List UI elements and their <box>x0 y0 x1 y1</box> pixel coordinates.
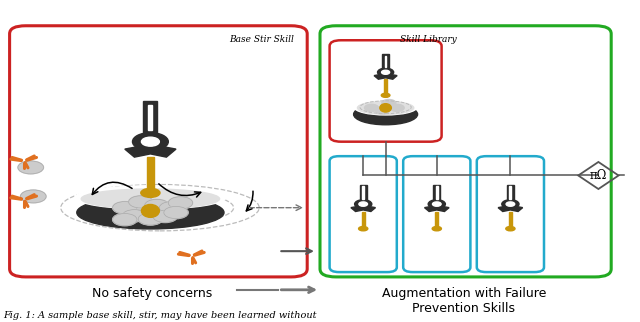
Circle shape <box>159 202 184 214</box>
Circle shape <box>129 196 153 208</box>
Circle shape <box>433 202 441 206</box>
Text: Fig. 1: A sample base skill, stir, may have been learned without: Fig. 1: A sample base skill, stir, may h… <box>3 311 317 320</box>
Ellipse shape <box>506 226 515 231</box>
Text: Base Stir Skill: Base Stir Skill <box>230 35 294 44</box>
Ellipse shape <box>141 204 159 217</box>
Circle shape <box>365 104 379 111</box>
Ellipse shape <box>358 226 368 231</box>
Polygon shape <box>509 212 512 226</box>
Circle shape <box>428 200 445 208</box>
Polygon shape <box>383 54 388 69</box>
Circle shape <box>113 213 137 226</box>
Circle shape <box>138 213 163 225</box>
FancyBboxPatch shape <box>330 40 442 142</box>
Circle shape <box>164 206 188 219</box>
Polygon shape <box>374 73 397 79</box>
Circle shape <box>355 200 372 208</box>
Polygon shape <box>360 185 367 200</box>
Circle shape <box>381 70 390 74</box>
Polygon shape <box>351 205 376 212</box>
Circle shape <box>390 104 404 111</box>
Circle shape <box>506 202 515 206</box>
Polygon shape <box>385 56 387 67</box>
FancyBboxPatch shape <box>320 26 611 277</box>
Circle shape <box>502 200 519 208</box>
Ellipse shape <box>141 188 160 197</box>
Ellipse shape <box>81 189 220 209</box>
Text: Augmentation with Failure
Prevention Skills: Augmentation with Failure Prevention Ski… <box>382 287 546 315</box>
Polygon shape <box>424 205 449 212</box>
Ellipse shape <box>432 226 442 231</box>
Circle shape <box>153 210 177 223</box>
Polygon shape <box>148 105 152 130</box>
Circle shape <box>132 133 168 151</box>
Text: Skill Library: Skill Library <box>401 35 457 44</box>
Circle shape <box>145 199 169 212</box>
Polygon shape <box>362 186 364 199</box>
Polygon shape <box>362 212 365 226</box>
Polygon shape <box>384 79 387 93</box>
Polygon shape <box>436 186 438 199</box>
Circle shape <box>359 202 367 206</box>
Polygon shape <box>433 185 440 200</box>
Ellipse shape <box>77 196 224 229</box>
Polygon shape <box>498 205 523 212</box>
Text: No safety concerns: No safety concerns <box>92 287 212 299</box>
Circle shape <box>20 190 46 203</box>
Polygon shape <box>143 101 157 134</box>
Circle shape <box>381 99 396 107</box>
FancyBboxPatch shape <box>10 26 307 277</box>
Circle shape <box>378 68 394 76</box>
Ellipse shape <box>75 186 226 209</box>
Ellipse shape <box>381 93 390 97</box>
Polygon shape <box>125 144 176 157</box>
Polygon shape <box>435 212 438 226</box>
Ellipse shape <box>355 99 417 115</box>
Circle shape <box>122 210 147 222</box>
Circle shape <box>113 202 137 214</box>
FancyBboxPatch shape <box>403 156 470 272</box>
Polygon shape <box>147 157 154 188</box>
FancyBboxPatch shape <box>477 156 544 272</box>
Circle shape <box>141 137 159 146</box>
Circle shape <box>375 107 390 114</box>
Ellipse shape <box>353 104 418 125</box>
FancyBboxPatch shape <box>330 156 397 272</box>
Polygon shape <box>509 186 511 199</box>
Ellipse shape <box>358 101 414 114</box>
Ellipse shape <box>380 104 392 112</box>
Circle shape <box>168 197 193 209</box>
Polygon shape <box>507 185 514 200</box>
Text: πΩ: πΩ <box>589 169 607 182</box>
Circle shape <box>18 161 44 174</box>
